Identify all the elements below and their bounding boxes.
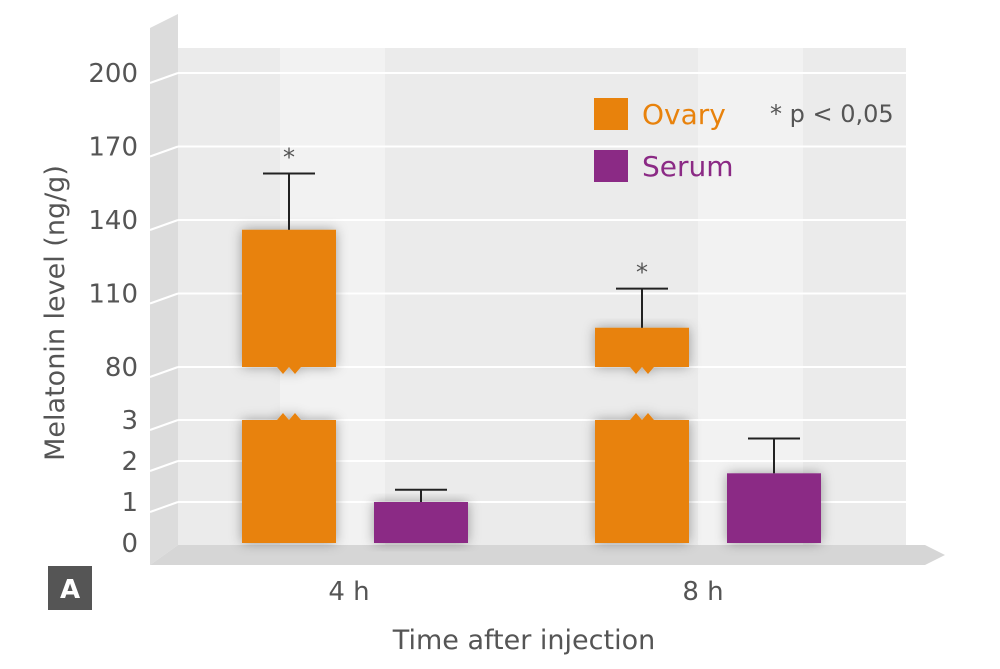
panel-label: A xyxy=(48,566,92,610)
gridline-edge xyxy=(149,460,179,472)
bar-serum-4h xyxy=(374,502,468,543)
gridline-edge xyxy=(149,501,179,513)
back-wall-edge xyxy=(150,14,178,565)
gridline-edge xyxy=(149,366,179,378)
significance-star: * xyxy=(283,143,295,171)
y-tick-label: 3 xyxy=(121,406,138,436)
y-tick-label: 110 xyxy=(88,280,138,310)
gridline-edge xyxy=(149,219,179,231)
significance-note: * p < 0,05 xyxy=(770,100,894,128)
gridline-edge xyxy=(149,145,179,158)
bar-serum-8h xyxy=(727,473,821,543)
bar-ovary-8h-upper xyxy=(595,327,689,374)
gridline-edge xyxy=(149,72,179,84)
x-category-label: 8 h xyxy=(682,577,723,607)
panel-label-box xyxy=(48,566,92,610)
y-tick-label: 0 xyxy=(121,529,138,559)
y-tick-label: 1 xyxy=(121,488,138,518)
y-axis-title: Melatonin level (ng/g) xyxy=(40,165,71,461)
gridline-edge xyxy=(149,292,179,305)
significance-star: * xyxy=(636,259,648,287)
panel-label-text: A xyxy=(60,575,80,605)
y-tick-label: 170 xyxy=(88,133,138,163)
legend-label-ovary: Ovary xyxy=(642,98,726,131)
x-category-label: 4 h xyxy=(328,577,369,607)
significance-stars: ** xyxy=(283,143,648,286)
legend-swatch-serum xyxy=(594,150,628,182)
y-tick-label: 140 xyxy=(88,206,138,236)
y-tick-labels: 0 1 2 3 80 110 140 170 200 xyxy=(88,59,138,559)
y-tick-label: 80 xyxy=(105,353,138,383)
legend-label-serum: Serum xyxy=(642,150,734,183)
legend: Ovary Serum * p < 0,05 xyxy=(594,98,894,183)
y-tick-label: 2 xyxy=(121,447,138,477)
bar-ovary-4h-lower xyxy=(242,413,336,543)
legend-swatch-ovary xyxy=(594,98,628,130)
floor xyxy=(150,545,945,565)
x-category-labels: 4 h 8 h xyxy=(328,577,723,607)
background-stripe xyxy=(698,48,803,545)
x-axis-title: Time after injection xyxy=(392,625,655,656)
bar-ovary-4h-upper xyxy=(242,229,336,374)
y-tick-label: 200 xyxy=(88,59,138,89)
bars xyxy=(242,229,821,543)
gridline-edge xyxy=(149,419,179,431)
bar-ovary-8h-lower xyxy=(595,413,689,543)
error-bars xyxy=(263,172,800,502)
